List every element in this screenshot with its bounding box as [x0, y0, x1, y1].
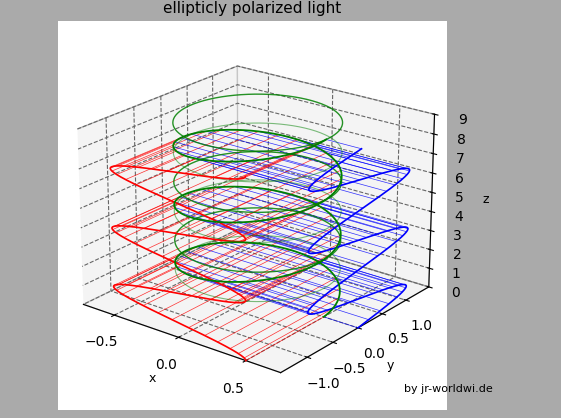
X-axis label: x: x [149, 372, 157, 385]
Text: by jr-worldwi.de: by jr-worldwi.de [404, 384, 493, 394]
Y-axis label: y: y [387, 359, 394, 372]
Title: ellipticly polarized light: ellipticly polarized light [163, 0, 342, 15]
